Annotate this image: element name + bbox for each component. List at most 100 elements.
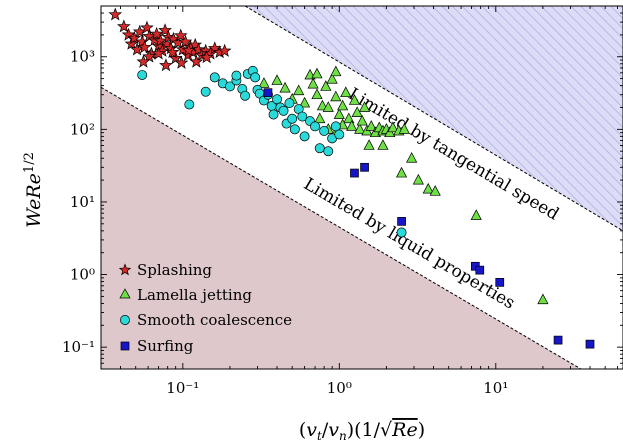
smooth-coalescence-point (284, 98, 295, 109)
splashing-point (199, 50, 214, 64)
smooth-coalescence-point (200, 86, 211, 97)
surfing-point (475, 265, 485, 275)
splashing-point (159, 58, 173, 72)
lamella-jetting-point (330, 90, 342, 102)
smooth-coalescence-point (330, 121, 341, 132)
splashing-point (174, 55, 189, 69)
y-tick-label: 10² (70, 120, 95, 138)
smooth-coalescence-point (231, 70, 242, 81)
legend-item-surfing: Surfing (120, 337, 194, 355)
surfing-point (495, 278, 505, 287)
lamella-jetting-point (333, 108, 345, 119)
lamella-jetting-point (412, 173, 424, 185)
lamella-jetting-point (354, 123, 366, 134)
lamella-jetting-point (387, 121, 399, 133)
lamella-jetting-point (365, 120, 377, 131)
splashing-point (158, 23, 172, 37)
lamella-jetting-point (358, 101, 371, 112)
lamella-jetting-point (470, 209, 482, 220)
splashing-point (173, 28, 188, 42)
surfing-point (360, 162, 369, 172)
legend-label-surfing: Surfing (137, 337, 194, 355)
lamella-jetting-point (316, 99, 329, 111)
splashing-point (153, 33, 168, 47)
splashing-point (181, 43, 196, 57)
lamella-jetting-point (322, 101, 334, 112)
lamella-jetting-point (363, 139, 375, 150)
smooth-coalescence-point (137, 70, 148, 80)
surfing-point (585, 339, 595, 349)
splashing-point (137, 40, 152, 54)
smooth-coalescence-point (289, 124, 300, 135)
lamella-jetting-point (271, 74, 283, 85)
lamella-jetting-point (377, 139, 389, 150)
lamella-jetting-point (348, 94, 361, 105)
smooth-coalescence-point (278, 105, 289, 116)
smooth-coalescence-point (299, 131, 310, 142)
lamella-jetting-point (320, 80, 332, 91)
lamella-jetting-point (299, 96, 311, 108)
plot-frame (100, 5, 623, 370)
tangential-speed-boundary (244, 6, 623, 232)
splashing-point (136, 54, 151, 68)
splashing-point (140, 20, 154, 34)
surfing-point (350, 168, 359, 178)
legend-label-splashing: Splashing (137, 261, 212, 279)
legend-item-smooth-coalescence: Smooth coalescence (120, 311, 292, 329)
x-tick-label: 10¹ (483, 379, 508, 397)
smooth-coalescence-point (272, 94, 282, 105)
lamella-jetting-point (422, 182, 434, 194)
legend-label-lamella-jetting: Lamella jetting (137, 286, 252, 304)
legend-item-lamella-jetting: Lamella jetting (119, 286, 252, 304)
splashing-point (151, 46, 166, 60)
legend-item-splashing: Splashing (118, 261, 212, 279)
lamella-jetting-point (330, 65, 342, 77)
smooth-coalescence-point (209, 72, 220, 83)
lamella-jetting-point (337, 99, 349, 111)
smooth-coalescence-point (184, 99, 195, 110)
y-tick-label: 10¹ (70, 193, 95, 211)
lamella-jetting-point (537, 293, 549, 305)
surfing-point (263, 88, 273, 98)
splashing-point (117, 19, 131, 33)
smooth-coalescence-point (314, 143, 325, 154)
lamella-jetting-point (356, 114, 368, 126)
lamella-jetting-point (326, 72, 338, 84)
smooth-coalescence-point (224, 81, 235, 92)
lamella-jetting-point (279, 81, 291, 93)
smooth-coalescence-point (240, 90, 251, 101)
legend-triangle-marker (119, 288, 131, 299)
tick-labels: 10⁻¹ 10⁰ 10¹ 10⁻¹ 10⁰ 10¹ 10² 10³ (62, 48, 508, 397)
legend-circle-marker (120, 315, 130, 325)
splashing-point (178, 34, 193, 48)
splashing-point (142, 49, 157, 63)
smooth-coalescence-point (287, 113, 298, 124)
smooth-coalescence-point (268, 109, 279, 120)
lamella-jetting-point (398, 123, 410, 134)
smooth-coalescence-point (323, 146, 334, 157)
legend-square-marker (120, 341, 130, 351)
smooth-coalescence-point (250, 72, 261, 83)
smooth-coalescence-point (396, 227, 407, 238)
x-axis-label: (vt/vn)(1/√Re) (299, 419, 425, 443)
lamella-jetting-point (293, 84, 305, 96)
lamella-jetting-point (258, 77, 270, 88)
lamella-jetting-point (343, 112, 355, 124)
splashing-point (127, 31, 142, 45)
legend-star-marker (118, 263, 132, 276)
lamella-jetting-point (307, 77, 319, 89)
data-points (108, 7, 595, 349)
smooth-coalescence-point (334, 129, 345, 140)
x-tick-label: 10⁻¹ (166, 379, 199, 397)
splashing-point (108, 7, 123, 21)
lamella-jetting-point (346, 120, 358, 131)
splashing-point (189, 54, 204, 68)
y-axis-label: WeRe1/2 (22, 152, 45, 228)
lamella-jetting-point (351, 106, 363, 117)
y-tick-label: 10⁻¹ (62, 338, 95, 356)
legend: Splashing Lamella jetting Smooth coalesc… (118, 261, 292, 355)
smooth-coalescence-point (297, 111, 308, 122)
lamella-jetting-point (395, 166, 408, 178)
legend-label-smooth-coalescence: Smooth coalescence (137, 311, 292, 329)
